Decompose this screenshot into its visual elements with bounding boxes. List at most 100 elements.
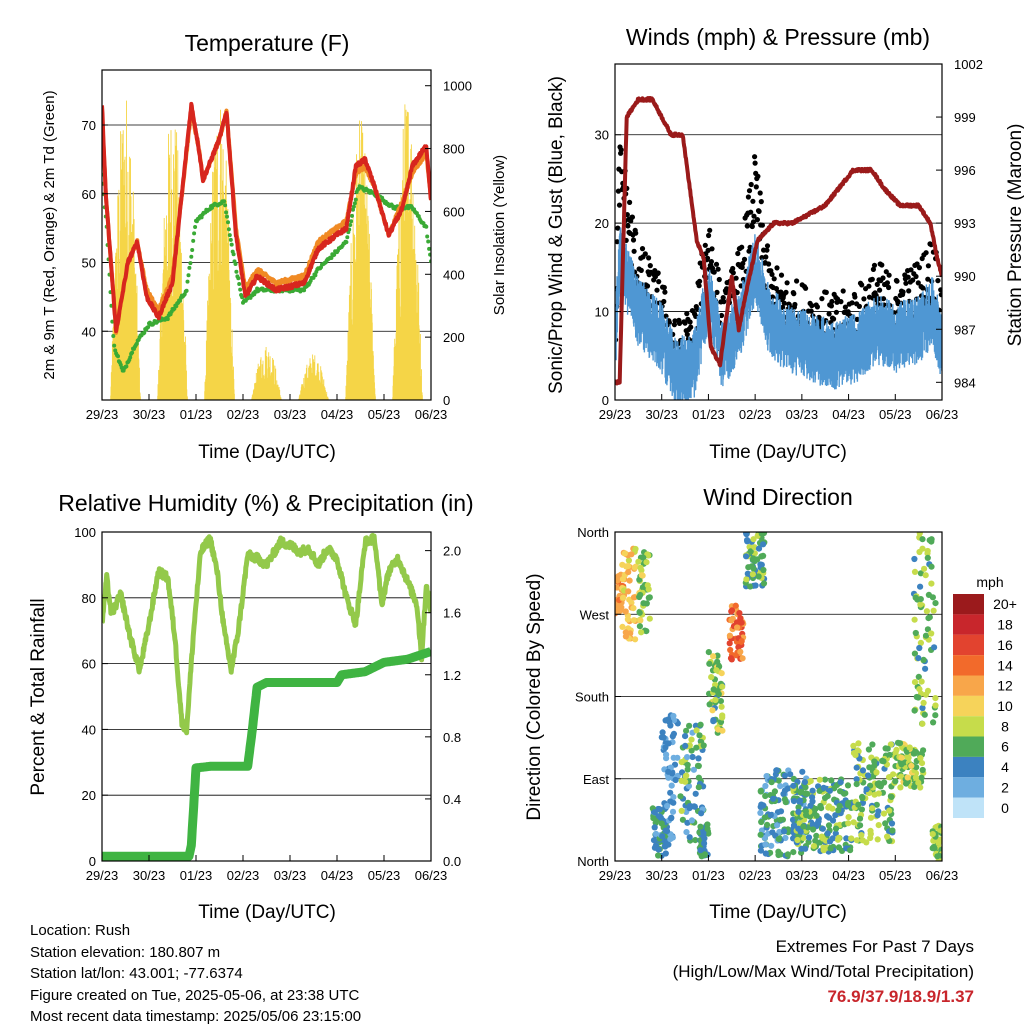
direction-point — [880, 758, 887, 765]
direction-point — [813, 812, 820, 819]
gust-point — [730, 270, 736, 276]
direction-point — [619, 623, 626, 631]
dewpoint-point — [190, 248, 195, 252]
direction-point — [743, 576, 750, 583]
gust-point — [870, 266, 877, 272]
direction-point — [768, 842, 775, 849]
direction-point — [757, 847, 765, 854]
legend-swatch — [953, 716, 984, 737]
winds-ticks: 0 10 20 30 984 987 990 993 996 999 1002 29/23 30/23 0… — [595, 57, 983, 422]
direction-point — [637, 591, 644, 599]
direction-point — [917, 601, 924, 608]
direction-point — [809, 787, 816, 794]
gust-point — [707, 227, 713, 233]
direction-point — [693, 744, 700, 751]
direction-point — [734, 624, 741, 631]
direction-point — [863, 786, 870, 793]
direction-point — [934, 853, 941, 860]
direction-point — [640, 554, 647, 561]
direction-point — [692, 837, 699, 844]
gust-point — [764, 243, 771, 249]
direction-point — [932, 695, 939, 702]
gust-point — [866, 283, 872, 289]
direction-point — [919, 704, 926, 712]
gust-point — [894, 278, 900, 284]
direction-point — [825, 814, 833, 821]
gust-point — [852, 294, 858, 300]
direction-point — [726, 632, 734, 639]
direction-point — [735, 644, 742, 651]
gust-point — [749, 223, 755, 230]
dewpoint-point — [240, 295, 245, 300]
legend-label: 4 — [1001, 759, 1009, 775]
y-tick-label: 0 — [443, 393, 450, 408]
gust-point — [642, 251, 648, 257]
direction-cluster — [658, 712, 681, 845]
direction-point — [622, 633, 630, 640]
direction-point — [931, 644, 938, 651]
direction-point — [755, 573, 762, 580]
direction-point — [706, 660, 713, 667]
direction-point — [682, 733, 689, 740]
direction-point — [692, 790, 699, 797]
direction-point — [922, 632, 930, 639]
direction-point — [667, 789, 674, 796]
gust-point — [886, 272, 892, 278]
legend-label: 8 — [1001, 718, 1009, 734]
x-tick-label: 30/23 — [645, 868, 678, 883]
dewpoint-point — [112, 343, 117, 348]
gust-point — [754, 217, 761, 223]
direction-point — [925, 615, 932, 622]
direction-point — [932, 712, 939, 719]
direction-point — [625, 588, 632, 595]
gust-point — [769, 271, 775, 277]
direction-point — [767, 812, 774, 819]
gust-point — [711, 269, 717, 275]
dewpoint-point — [111, 334, 116, 338]
speed-legend: 20+ 18 16 14 12 10 8 6 4 2 0 — [953, 594, 1017, 818]
direction-point — [820, 844, 827, 851]
direction-point — [921, 565, 928, 572]
direction-point — [913, 693, 920, 701]
gust-point — [856, 303, 863, 309]
direction-point — [755, 545, 763, 552]
legend-swatch — [953, 756, 984, 778]
humidity-data — [102, 532, 431, 861]
direction-point — [665, 768, 672, 775]
y-tick-label: 0 — [89, 854, 96, 869]
gust-point — [684, 331, 690, 337]
direction-point — [865, 746, 873, 753]
gust-point — [684, 311, 690, 317]
direction-point — [774, 822, 781, 829]
direction-point — [698, 810, 705, 817]
direction-point — [696, 732, 703, 739]
direction-point — [924, 626, 932, 633]
direction-point — [928, 538, 935, 545]
y-tick-label: 600 — [443, 204, 465, 219]
gust-point — [808, 308, 814, 314]
direction-point — [763, 773, 770, 780]
direction-point — [834, 836, 842, 843]
gust-point — [661, 284, 667, 291]
gust-point — [938, 292, 942, 298]
direction-cluster — [696, 821, 712, 860]
winds-plot-frame — [614, 63, 943, 401]
direction-point — [757, 831, 764, 838]
direction-point — [816, 776, 823, 783]
temperature-data — [102, 100, 431, 400]
gust-point — [925, 276, 931, 282]
direction-point — [873, 801, 880, 808]
x-tick-label: 02/23 — [739, 868, 772, 883]
direction-point — [773, 767, 780, 774]
direction-point — [747, 583, 754, 590]
x-tick-label: 02/23 — [227, 868, 260, 883]
speed-legend-title: mph — [976, 574, 1003, 590]
gust-point — [816, 314, 822, 320]
gust-point — [662, 289, 668, 295]
gust-point — [756, 208, 762, 214]
dewpoint-point — [231, 252, 236, 257]
direction-point — [622, 608, 629, 615]
gust-point — [792, 301, 798, 308]
direction-point — [855, 801, 862, 808]
direction-point — [639, 572, 646, 579]
